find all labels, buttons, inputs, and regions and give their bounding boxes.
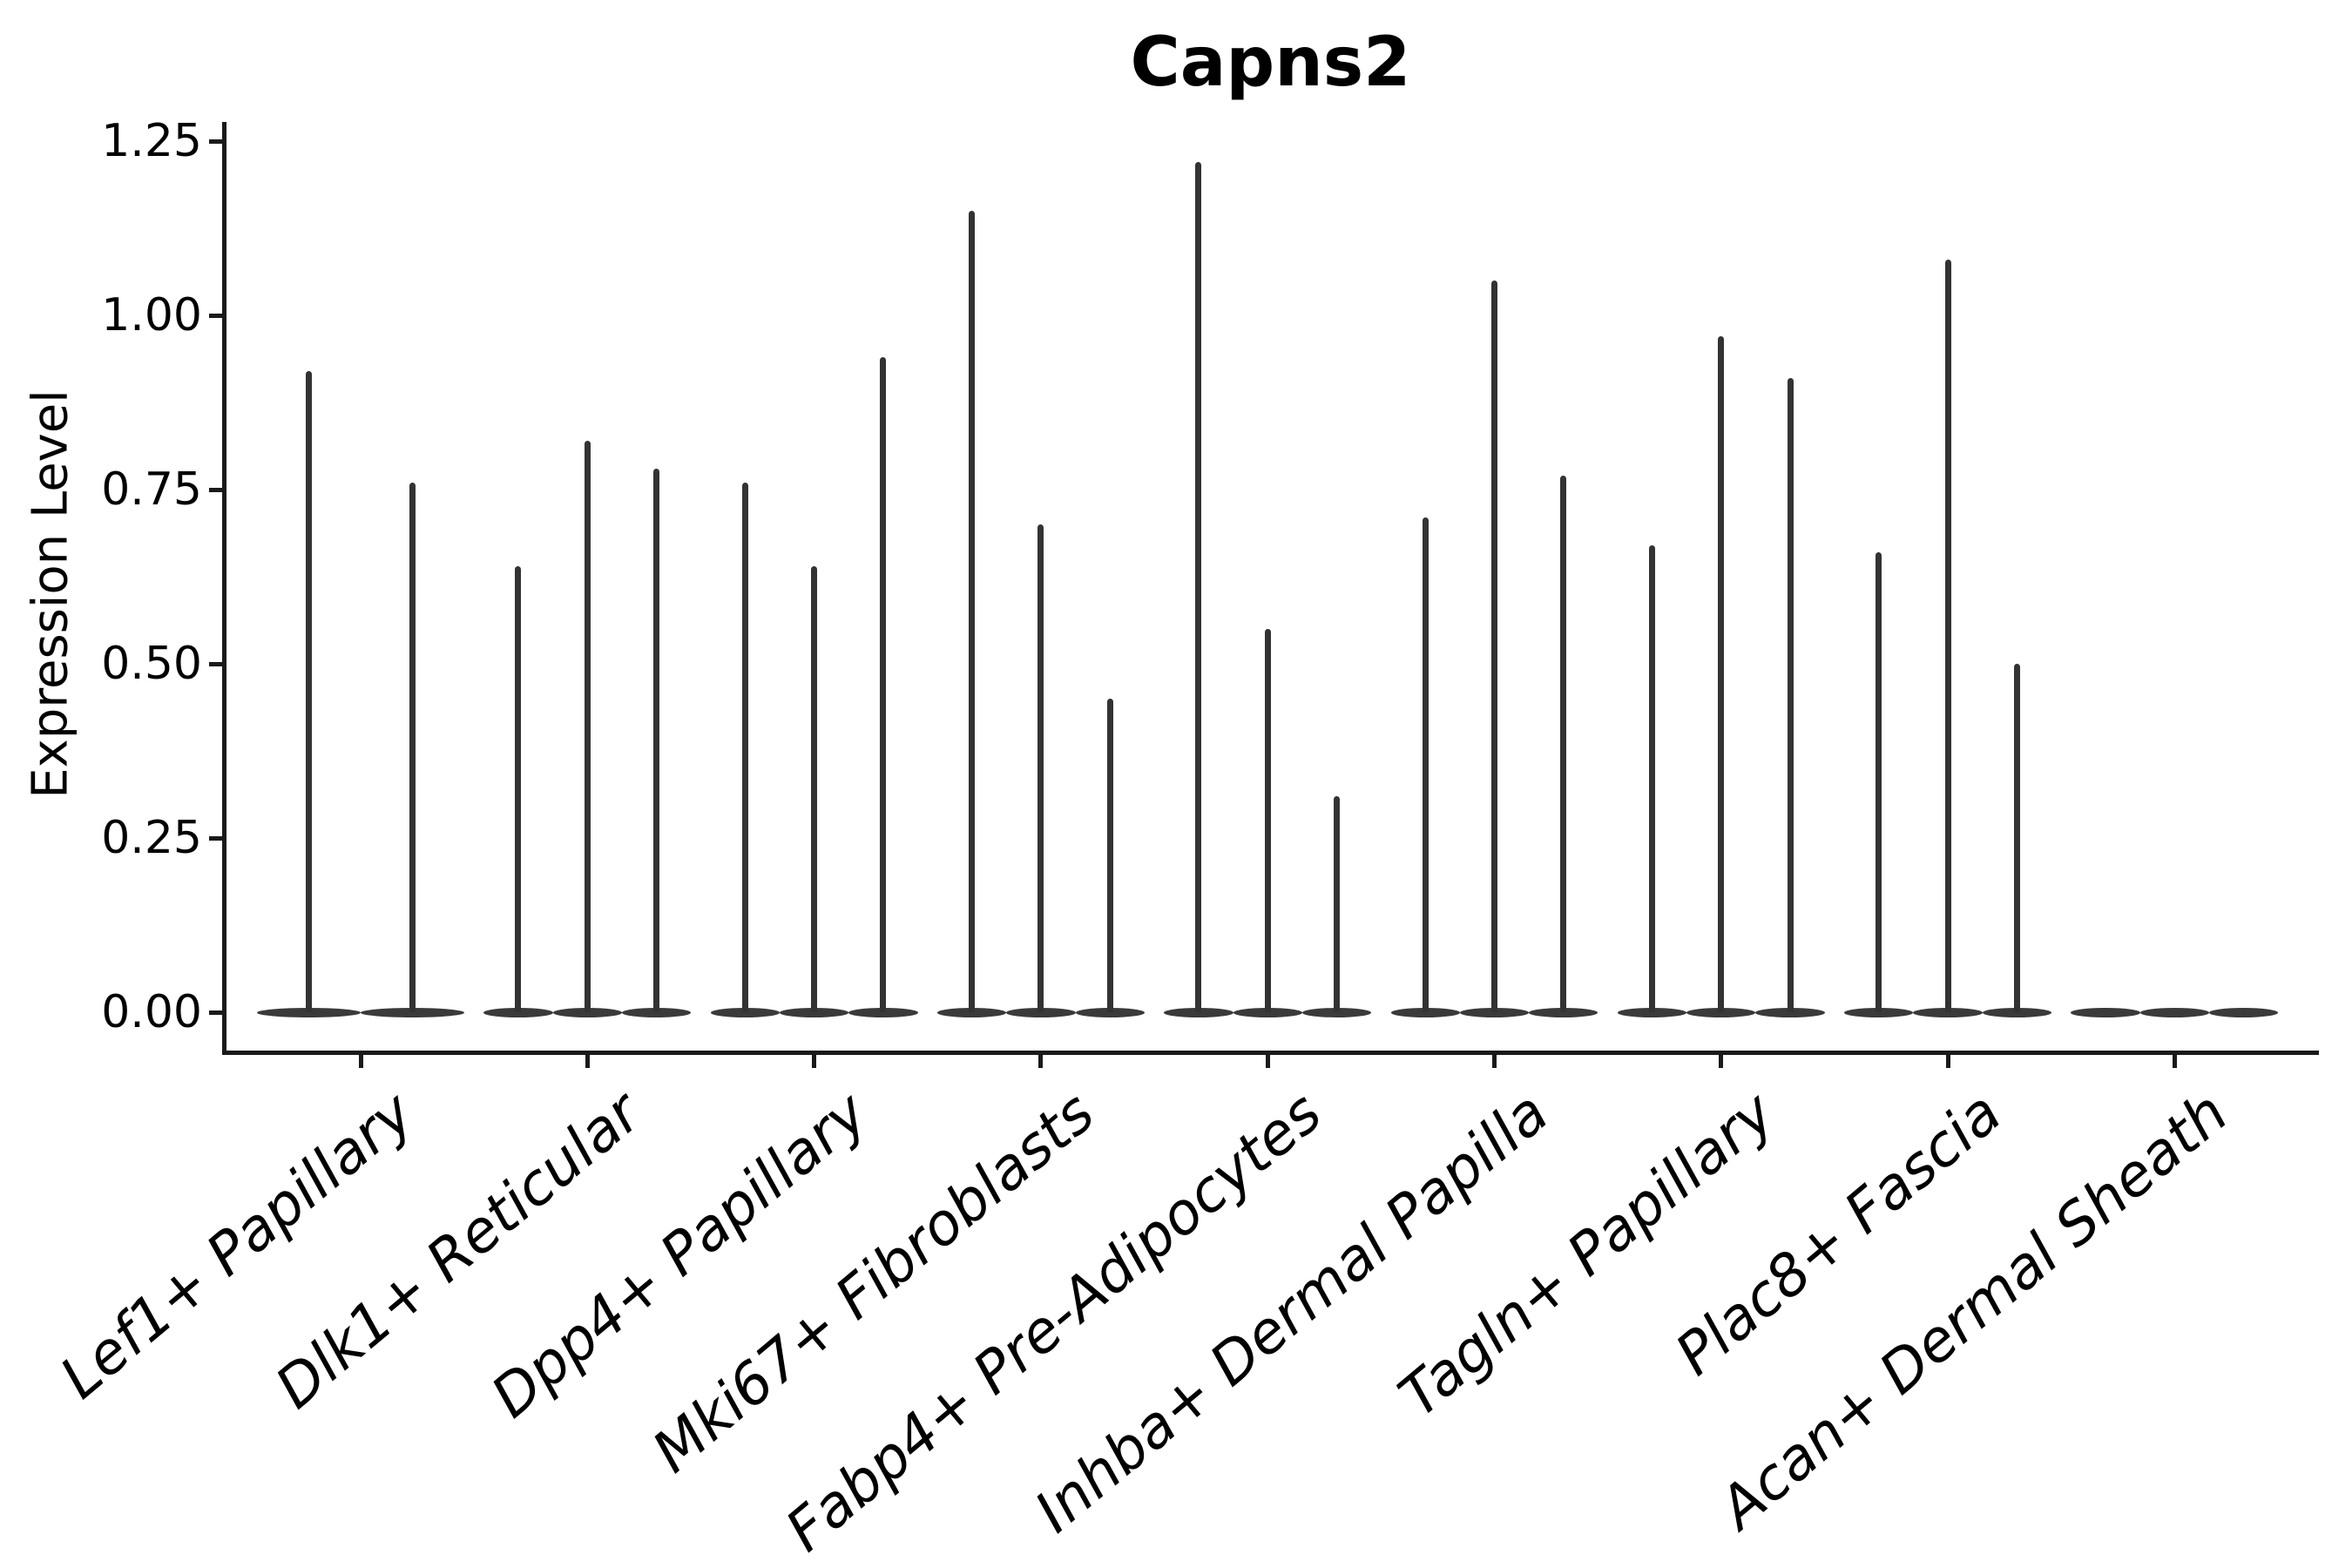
violin-base xyxy=(361,1007,464,1017)
violin-base xyxy=(483,1007,553,1017)
chart-title: Capns2 xyxy=(1130,24,1411,102)
y-tick-mark xyxy=(209,139,222,144)
y-tick-label: 0.00 xyxy=(101,986,202,1038)
violin-spike xyxy=(1037,524,1044,1012)
violin-spike xyxy=(1195,162,1202,1012)
violin-spike xyxy=(584,441,591,1012)
violin-base xyxy=(2209,1007,2279,1017)
x-tick-mark xyxy=(358,1055,363,1068)
violin-spike xyxy=(1787,378,1794,1012)
y-tick-mark xyxy=(209,835,222,841)
violin-spike xyxy=(741,483,748,1012)
violin-base xyxy=(936,1007,1007,1017)
violin-spike xyxy=(880,357,887,1012)
violin-base xyxy=(1006,1007,1076,1017)
y-tick-label: 0.25 xyxy=(101,812,202,864)
violin-base xyxy=(1459,1007,1530,1017)
violin-spike xyxy=(1648,545,1655,1012)
y-tick-label: 1.00 xyxy=(101,289,202,341)
violin-spike xyxy=(1491,280,1497,1012)
y-tick-mark xyxy=(209,661,222,666)
violin-spike xyxy=(1106,699,1113,1012)
violin-spike xyxy=(1718,336,1725,1012)
violin-base xyxy=(1075,1007,1145,1017)
violin-spike xyxy=(1334,796,1341,1012)
violin-spike xyxy=(1876,552,1882,1012)
violin-spike xyxy=(306,371,312,1012)
x-tick-mark xyxy=(1038,1055,1044,1068)
violin-base xyxy=(1233,1007,1302,1017)
y-tick-label: 0.75 xyxy=(101,463,202,516)
x-axis-spine xyxy=(222,1051,2319,1055)
violin-spike xyxy=(515,566,522,1012)
violin-spike xyxy=(811,566,818,1012)
violin-spike xyxy=(2013,664,2020,1012)
violin-base xyxy=(621,1007,692,1017)
violin-spike xyxy=(409,483,416,1012)
x-tick-mark xyxy=(1265,1055,1270,1068)
violin-base xyxy=(1913,1007,1983,1017)
violin-base xyxy=(1301,1007,1372,1017)
violin-base xyxy=(848,1007,918,1017)
violin-base xyxy=(1982,1007,2052,1017)
violin-base xyxy=(710,1007,780,1017)
y-tick-mark xyxy=(209,487,222,492)
violin-base xyxy=(1390,1007,1460,1017)
violin-spike xyxy=(1560,476,1567,1012)
x-tick-mark xyxy=(585,1055,590,1068)
x-tick-label: Mki67+ Fibroblasts xyxy=(639,1078,1107,1486)
x-tick-label: Dpp4+ Papillary xyxy=(478,1078,881,1431)
y-tick-mark xyxy=(209,313,222,318)
y-tick-mark xyxy=(209,1010,222,1015)
violin-spike xyxy=(969,211,976,1012)
violin-base xyxy=(552,1007,622,1017)
x-tick-label: Tagln+ Papillary xyxy=(1386,1078,1788,1430)
x-tick-mark xyxy=(1945,1055,1950,1068)
violin-spike xyxy=(653,469,660,1012)
violin-base xyxy=(1529,1007,1598,1017)
x-tick-mark xyxy=(2172,1055,2177,1068)
violin-spike xyxy=(1422,517,1429,1012)
violin-base xyxy=(2139,1007,2210,1017)
x-tick-mark xyxy=(1492,1055,1497,1068)
violin-spike xyxy=(1264,629,1271,1012)
violin-spike xyxy=(1944,260,1951,1012)
x-tick-mark xyxy=(812,1055,817,1068)
violin-base xyxy=(1617,1007,1687,1017)
violin-base xyxy=(1164,1007,1233,1017)
violin-base xyxy=(257,1007,361,1017)
violin-base xyxy=(1755,1007,1825,1017)
y-axis-label: Expression Level xyxy=(22,389,79,799)
violin-base xyxy=(1686,1007,1756,1017)
violin-base xyxy=(2071,1007,2140,1017)
y-axis-spine xyxy=(222,122,226,1055)
x-tick-mark xyxy=(1719,1055,1724,1068)
y-tick-label: 1.25 xyxy=(101,115,202,167)
y-tick-label: 0.50 xyxy=(101,638,202,690)
violin-base xyxy=(779,1007,849,1017)
violin-base xyxy=(1844,1007,1914,1017)
